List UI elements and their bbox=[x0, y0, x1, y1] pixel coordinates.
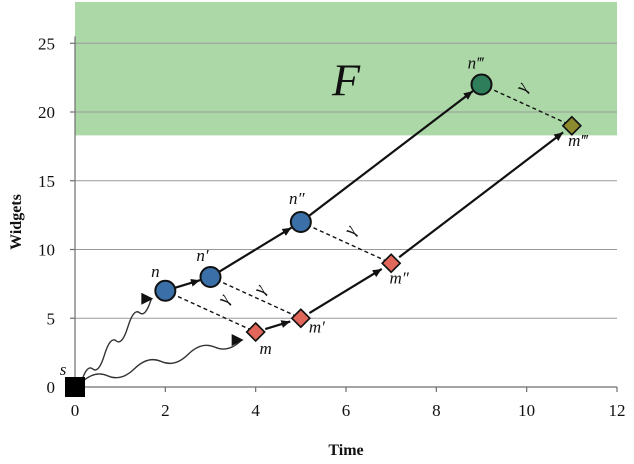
y-axis-title: Widgets bbox=[8, 194, 25, 250]
label-m: m bbox=[260, 339, 272, 358]
dashed-edge bbox=[300, 221, 392, 264]
node-n2 bbox=[289, 211, 312, 233]
label-n2: n″ bbox=[289, 189, 306, 208]
label-s: s bbox=[60, 360, 67, 379]
label-m3: m‴ bbox=[568, 131, 588, 150]
label-n: n bbox=[151, 262, 160, 281]
gamma-label: γ bbox=[213, 290, 234, 307]
x-tick-label: 6 bbox=[342, 401, 351, 420]
solid-edge bbox=[308, 268, 383, 314]
solid-edge bbox=[398, 131, 564, 259]
x-tick-label: 0 bbox=[71, 401, 80, 420]
y-tick-label: 5 bbox=[47, 309, 56, 328]
region-f bbox=[75, 2, 617, 136]
y-tick-label: 20 bbox=[38, 103, 55, 122]
solid-edge bbox=[174, 278, 201, 289]
x-tick-label: 12 bbox=[609, 401, 626, 420]
squiggle-path bbox=[80, 339, 243, 384]
squiggle-path bbox=[80, 298, 153, 384]
squiggle-arrowhead bbox=[141, 292, 154, 305]
node-m3 bbox=[561, 115, 582, 136]
node-n bbox=[154, 279, 177, 302]
node-m bbox=[245, 321, 266, 343]
node-n3 bbox=[470, 73, 493, 96]
y-tick-label: 0 bbox=[47, 378, 56, 397]
y-tick-label: 25 bbox=[38, 34, 55, 53]
label-m1: m′ bbox=[309, 317, 325, 336]
solid-edge bbox=[308, 90, 474, 217]
node-s bbox=[65, 377, 85, 397]
gamma-label: γ bbox=[249, 280, 270, 297]
x-tick-label: 8 bbox=[432, 401, 441, 420]
y-tick-label: 10 bbox=[38, 241, 55, 260]
node-m1 bbox=[290, 308, 311, 329]
dashed-edge bbox=[165, 290, 256, 333]
dashed-edge bbox=[210, 276, 302, 319]
x-axis-title: Time bbox=[328, 442, 363, 459]
x-tick-label: 2 bbox=[161, 401, 170, 420]
region-label: F bbox=[331, 55, 361, 106]
label-n1: n′ bbox=[196, 246, 209, 265]
x-tick-label: 4 bbox=[251, 401, 260, 420]
x-tick-label: 10 bbox=[518, 401, 535, 420]
label-m2: m″ bbox=[389, 268, 409, 287]
solid-edge bbox=[218, 226, 293, 273]
gamma-label: γ bbox=[339, 221, 360, 238]
label-n3: n‴ bbox=[468, 54, 485, 73]
dashed-edge bbox=[481, 83, 573, 127]
node-n1 bbox=[199, 266, 222, 288]
y-tick-label: 15 bbox=[38, 172, 55, 191]
squiggle-arrowhead bbox=[231, 334, 244, 346]
solid-edge bbox=[264, 320, 291, 331]
node-m2 bbox=[381, 253, 402, 274]
